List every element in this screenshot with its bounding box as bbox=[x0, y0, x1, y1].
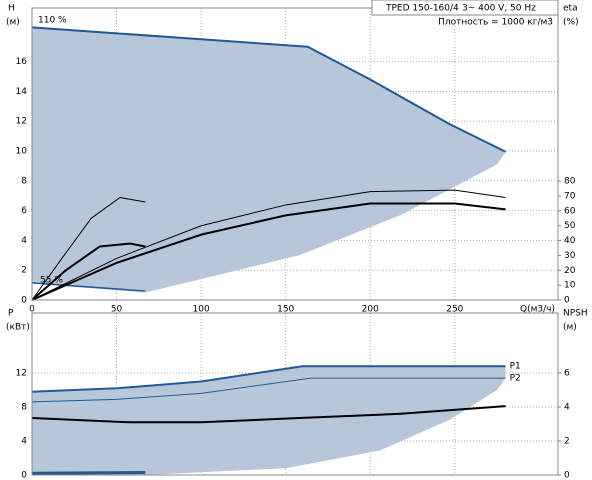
y2-axis-label: eta bbox=[563, 4, 578, 14]
y2-tick-label: 60 bbox=[564, 206, 576, 216]
y2-tick-label: 0 bbox=[564, 296, 570, 306]
y-tick-label: 16 bbox=[16, 57, 28, 67]
x-tick-label: 250 bbox=[446, 305, 463, 315]
y2-tick-label: 40 bbox=[564, 236, 576, 246]
y2-tick-label: 70 bbox=[564, 192, 576, 202]
y2-axis-unit: (%) bbox=[563, 18, 579, 28]
y-axis-unit: (кВт) bbox=[6, 323, 30, 333]
y-tick-label: 14 bbox=[16, 87, 28, 97]
x-tick-label: 150 bbox=[277, 305, 294, 315]
y-tick-label: 6 bbox=[21, 206, 27, 216]
y-tick-label: 0 bbox=[21, 296, 27, 306]
y-tick-label: 4 bbox=[21, 437, 27, 447]
x-tick-label: 50 bbox=[111, 305, 123, 315]
y-tick-label: 8 bbox=[21, 176, 27, 186]
curve bbox=[31, 197, 146, 301]
curve bbox=[31, 365, 506, 393]
y2-tick-label: 2 bbox=[564, 437, 570, 447]
y-tick-label: 8 bbox=[21, 403, 27, 413]
curve-label: P2 bbox=[510, 374, 521, 384]
chart-title: TPED 150-160/4 bbox=[385, 4, 459, 14]
curve bbox=[31, 470, 146, 475]
y-axis-label: H bbox=[8, 4, 15, 14]
y-tick-label: 0 bbox=[21, 471, 27, 480]
y2-tick-label: 20 bbox=[564, 266, 576, 276]
y-tick-label: 2 bbox=[21, 266, 27, 276]
curve bbox=[31, 189, 506, 301]
curve bbox=[31, 26, 507, 153]
y2-tick-label: 0 bbox=[564, 471, 570, 480]
plot-frame bbox=[31, 7, 559, 301]
curve bbox=[31, 202, 506, 301]
chart-subtitle: 3~ 400 V, 50 Hz bbox=[462, 4, 536, 14]
y-tick-label: 10 bbox=[16, 147, 28, 157]
x-axis-label: Q(м3/ч) bbox=[520, 305, 555, 315]
y2-tick-label: 80 bbox=[564, 177, 576, 187]
annotation: 55 % bbox=[40, 276, 63, 286]
range-area bbox=[32, 27, 506, 293]
y2-axis-label: NPSH bbox=[563, 309, 588, 319]
y2-tick-label: 4 bbox=[564, 403, 570, 413]
y-tick-label: 12 bbox=[16, 369, 27, 379]
annotation: 110 % bbox=[38, 16, 67, 26]
y2-tick-label: 30 bbox=[564, 251, 576, 261]
y2-axis-unit: (м) bbox=[563, 323, 577, 333]
range-area bbox=[32, 366, 506, 475]
curve-label: P1 bbox=[510, 362, 521, 372]
header-box bbox=[371, 0, 559, 16]
y2-tick-label: 10 bbox=[564, 281, 576, 291]
x-tick-label: 0 bbox=[29, 305, 35, 315]
y-axis-label: P bbox=[8, 309, 14, 319]
y2-tick-label: 6 bbox=[564, 369, 570, 379]
curve bbox=[31, 242, 146, 301]
x-tick-label: 200 bbox=[362, 305, 379, 315]
curve bbox=[31, 405, 506, 424]
y-tick-label: 12 bbox=[16, 117, 27, 127]
y2-tick-label: 50 bbox=[564, 221, 576, 231]
y-tick-label: 4 bbox=[21, 236, 27, 246]
plot-frame bbox=[31, 312, 559, 476]
curve bbox=[31, 377, 506, 403]
x-tick-label: 100 bbox=[193, 305, 210, 315]
y-axis-unit: (м) bbox=[6, 18, 20, 28]
annotation: Плотность = 1000 кг/м3 bbox=[438, 18, 553, 28]
